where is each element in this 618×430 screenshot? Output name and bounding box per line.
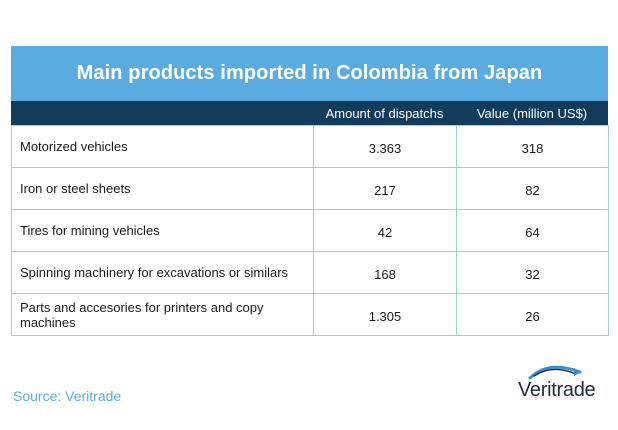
product-name: Tires for mining vehicles [11, 209, 314, 252]
logo-swoosh-icon [528, 365, 582, 380]
header-dispatchs: Amount of dispatchs [325, 105, 444, 121]
import-value: 64 [456, 209, 609, 252]
table-row: Tires for mining vehicles 42 64 [11, 209, 609, 252]
import-value: 318 [456, 125, 609, 168]
table-title: Main products imported in Colombia from … [11, 46, 608, 101]
dispatchs-value: 3.363 [313, 125, 457, 168]
product-name: Iron or steel sheets [11, 167, 314, 210]
header-product [11, 101, 313, 125]
veritrade-logo: Veritrade [518, 362, 604, 408]
import-value: 26 [456, 293, 609, 336]
table-row: Parts and accesories for printers and co… [11, 293, 609, 336]
header-value: Value (million US$) [476, 105, 588, 121]
table-row: Spinning machinery for excavations or si… [11, 251, 609, 294]
table-header-row: Amount of dispatchs Value (million US$) [11, 101, 608, 125]
table-row: Iron or steel sheets 217 82 [11, 167, 609, 210]
import-value: 32 [456, 251, 609, 294]
dispatchs-value: 1.305 [313, 293, 457, 336]
import-value: 82 [456, 167, 609, 210]
dispatchs-value: 168 [313, 251, 457, 294]
product-name: Parts and accesories for printers and co… [11, 293, 314, 336]
logo-text: Veritrade [518, 379, 596, 401]
dispatchs-value: 42 [313, 209, 457, 252]
imports-table: Main products imported in Colombia from … [11, 46, 609, 336]
source-label: Source: Veritrade [13, 388, 122, 404]
dispatchs-value: 217 [313, 167, 457, 210]
table-body: Motorized vehicles 3.363 318 Iron or steel … [11, 125, 609, 336]
product-name: Spinning machinery for excavations or si… [11, 251, 314, 294]
table-row: Motorized vehicles 3.363 318 [11, 125, 609, 168]
product-name: Motorized vehicles [11, 125, 314, 168]
